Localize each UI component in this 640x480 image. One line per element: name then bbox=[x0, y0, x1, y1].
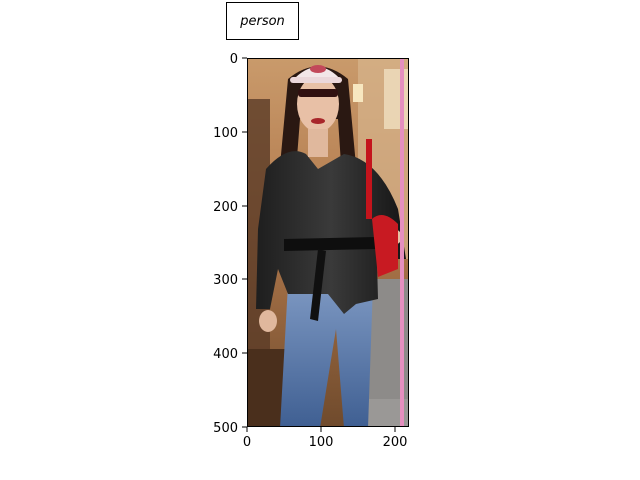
y-tick-label: 0 bbox=[230, 52, 238, 67]
annotation-label-box: person bbox=[226, 2, 299, 40]
annotation-label: person bbox=[240, 13, 285, 29]
y-tick-label: 200 bbox=[213, 200, 238, 215]
photo-plot-area bbox=[247, 58, 409, 427]
x-axis: 0 100 200 bbox=[243, 427, 408, 450]
y-tick-label: 500 bbox=[213, 421, 238, 436]
y-tick-label: 300 bbox=[213, 273, 238, 288]
y-tick-label: 100 bbox=[213, 126, 238, 141]
x-tick-label: 200 bbox=[383, 435, 408, 450]
y-axis: 0 100 200 300 400 500 bbox=[213, 52, 247, 436]
x-tick-label: 0 bbox=[243, 435, 251, 450]
y-tick-label: 400 bbox=[213, 347, 238, 362]
photo bbox=[248, 59, 408, 426]
x-tick-label: 100 bbox=[309, 435, 334, 450]
annotation-line bbox=[400, 59, 404, 426]
